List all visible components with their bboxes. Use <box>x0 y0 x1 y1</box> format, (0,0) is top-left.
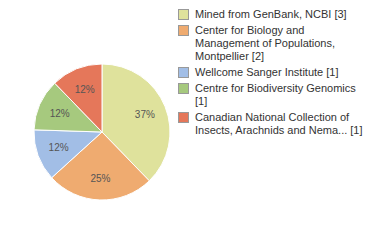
html-text:Mined from GenBank, NCBI [3]: Mined from GenBank, NCBI [3] <box>195 8 347 20</box>
html-text:Wellcome Sanger Institute [1]: Wellcome Sanger Institute [1] <box>195 66 339 78</box>
html-text:Center for Biology and Managem: Center for Biology and Management of Pop… <box>195 24 335 62</box>
html-text:Centre for Biodiversity Genomi: Centre for Biodiversity Genomics [1] <box>195 82 356 107</box>
svg-text:12%: 12% <box>49 142 69 153</box>
html-text:Canadian National Collection o: Canadian National Collection of Insects,… <box>195 111 363 136</box>
svg-text:12%: 12% <box>75 84 95 95</box>
svg-text:12%: 12% <box>50 108 70 119</box>
svg-text:25%: 25% <box>91 173 111 184</box>
svg-text:37%: 37% <box>135 109 155 120</box>
